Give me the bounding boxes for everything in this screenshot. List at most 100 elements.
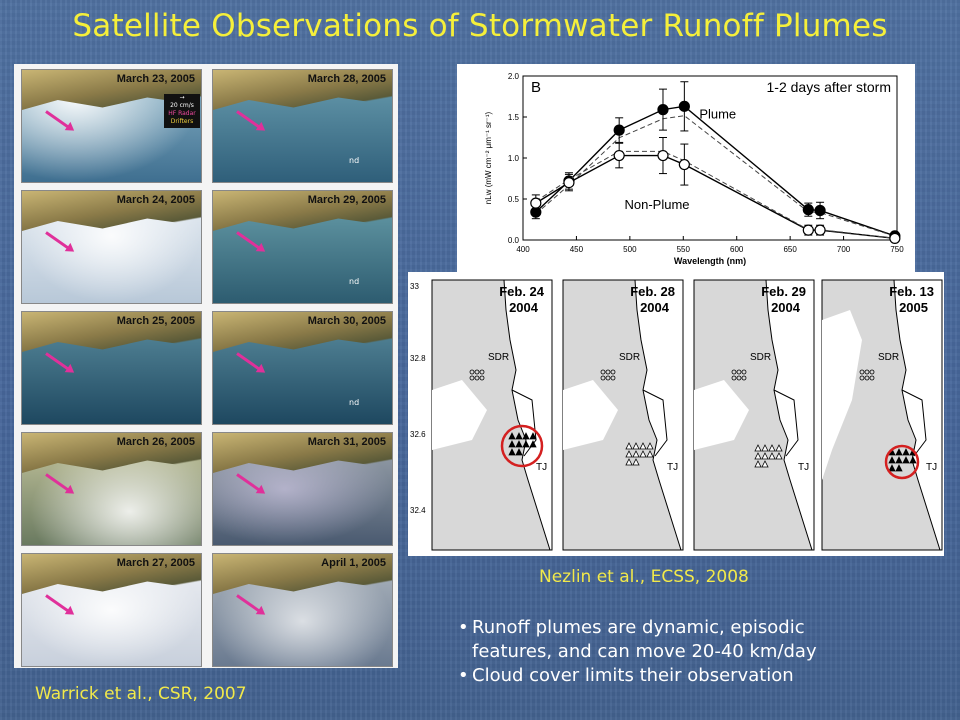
map-label-tj: TJ [667, 462, 678, 473]
triangle-marker [522, 432, 530, 440]
right-citation: Nezlin et al., ECSS, 2008 [539, 567, 749, 587]
series-label-non-plume: Non-Plume [625, 197, 690, 212]
bullet-item: • Cloud cover limits their observation [458, 664, 817, 688]
station-marker [859, 375, 865, 381]
x-tick-label: 500 [623, 245, 637, 254]
nd-label: nd [349, 398, 360, 407]
plume-arrow-icon [45, 231, 70, 250]
land-coastline [893, 279, 943, 551]
triangle-marker [761, 444, 769, 452]
triangle-marker [625, 450, 633, 458]
station-marker [864, 369, 870, 375]
panel-date: March 23, 2005 [116, 73, 195, 85]
triangle-marker [768, 444, 776, 452]
data-point [802, 224, 814, 236]
map-label-tj: TJ [798, 462, 809, 473]
spectrum-chart-svg: 400 450 500 550 600 650 700 750 0.0 0.5 1.0 1.5 2.0 W… [484, 72, 904, 266]
station-marker [605, 375, 611, 381]
plume-arrow-icon [45, 473, 70, 492]
border-line [901, 389, 927, 457]
station-marker [736, 375, 742, 381]
triangle-marker [639, 442, 647, 450]
station-marker [605, 369, 611, 375]
data-point [814, 224, 826, 236]
border-line [773, 389, 799, 457]
triangle-marker [625, 442, 633, 450]
bullet-text: Cloud cover limits their observation [472, 665, 794, 686]
cloud-gap [563, 380, 618, 450]
plume-arrow-icon [236, 594, 261, 613]
nd-label: nd [349, 277, 360, 286]
data-point [802, 204, 814, 216]
x-tick-label: 600 [730, 245, 744, 254]
triangle-marker [909, 456, 917, 464]
data-point [613, 124, 625, 136]
satellite-panel: March 28, 2005 nd [212, 69, 393, 183]
triangle-marker [646, 450, 654, 458]
bullet-item: • Runoff plumes are dynamic, episodic [458, 616, 817, 640]
map-label-sdr: SDR [619, 352, 640, 363]
station-marker [474, 375, 480, 381]
map-year: 2004 [509, 300, 539, 315]
satellite-panel: March 23, 2005 → 20 cm/s HF Radar Drifters [21, 69, 202, 183]
triangle-marker [895, 456, 903, 464]
legend-speed: 20 cm/s [170, 102, 194, 109]
panel-letter: B [531, 79, 541, 96]
data-point [530, 197, 542, 209]
triangle-marker [508, 448, 516, 456]
x-axis-label: Wavelength (nm) [674, 256, 746, 266]
plume-arrow-icon [236, 352, 261, 371]
panel-date: March 26, 2005 [116, 436, 195, 448]
station-marker [741, 375, 747, 381]
border-line [642, 389, 668, 457]
border-line [511, 389, 537, 457]
map-date: Feb. 29 [761, 284, 806, 299]
map-date: Feb. 28 [630, 284, 675, 299]
nd-label: nd [349, 156, 360, 165]
triangle-marker [515, 448, 523, 456]
triangle-marker [632, 450, 640, 458]
highlight-circle [500, 424, 544, 468]
triangle-marker [902, 448, 910, 456]
panel-date: March 31, 2005 [307, 436, 386, 448]
satellite-panel: April 1, 2005 [212, 553, 393, 667]
bullet-text: Runoff plumes are dynamic, episodic [472, 617, 805, 638]
triangle-marker [625, 458, 633, 466]
plume-maps: 33 32.8 32.6 32.4 Feb. 24 2004 SDR TJ Feb. 28 200… [408, 272, 944, 556]
y-tick-label: 0.0 [508, 236, 520, 245]
plume-arrow-icon [45, 352, 70, 371]
station-marker [869, 369, 875, 375]
triangle-marker [761, 452, 769, 460]
panel-date: March 27, 2005 [116, 557, 195, 569]
panel-date: March 25, 2005 [116, 315, 195, 327]
map-label-sdr: SDR [750, 352, 771, 363]
data-point [678, 100, 690, 112]
triangle-marker [761, 460, 769, 468]
triangle-marker [515, 432, 523, 440]
data-point [613, 149, 625, 162]
triangle-marker [639, 450, 647, 458]
triangle-marker [754, 452, 762, 460]
station-marker [610, 369, 616, 375]
plume-arrow-icon [236, 110, 261, 129]
y-tick-label: 0.5 [508, 195, 520, 204]
satellite-panel: March 26, 2005 [21, 432, 202, 546]
map-date: Feb. 13 [889, 284, 934, 299]
triangle-marker [754, 460, 762, 468]
station-marker [469, 375, 475, 381]
y-tick-label: 1.0 [508, 154, 520, 163]
plume-arrow-icon [45, 110, 70, 129]
station-marker [469, 369, 475, 375]
station-marker [479, 375, 485, 381]
bullet-dot: • [458, 617, 469, 638]
station-marker [869, 375, 875, 381]
plume-arrow-icon [236, 231, 261, 250]
triangle-marker [508, 432, 516, 440]
x-tick-label: 700 [837, 245, 851, 254]
triangle-marker [646, 442, 654, 450]
map-label-tj: TJ [536, 462, 547, 473]
slide-title: Satellite Observations of Stormwater Run… [72, 8, 888, 44]
